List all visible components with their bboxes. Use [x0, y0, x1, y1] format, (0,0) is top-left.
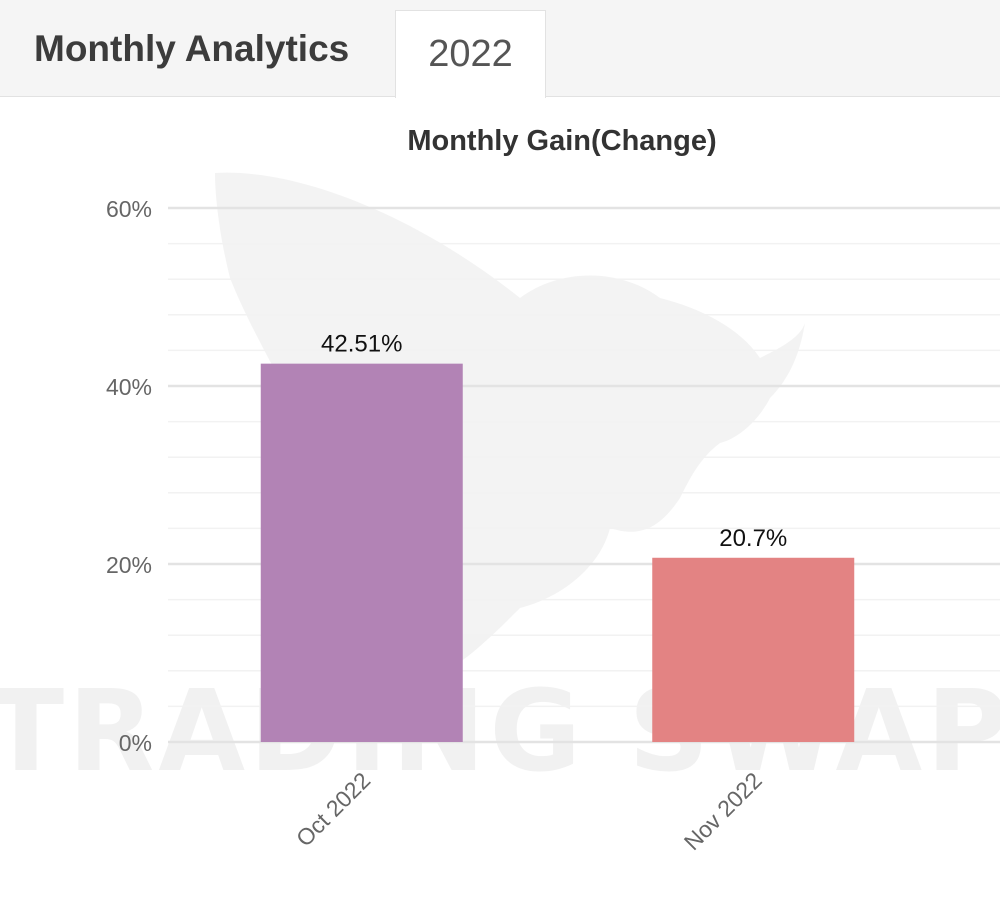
data-label: 42.51%	[321, 331, 402, 358]
chart-area: TRADING SWAP Monthly Gain(Change) 0% 20% 4…	[0, 98, 1000, 900]
y-tick-label: 40%	[106, 374, 152, 400]
data-label: 20.7%	[719, 525, 787, 552]
data-labels: 42.51% 20.7%	[321, 331, 787, 552]
chart-title: Monthly Gain(Change)	[407, 125, 716, 157]
y-tick-label: 20%	[106, 552, 152, 578]
bar[interactable]	[260, 363, 463, 742]
y-axis: 0% 20% 40% 60%	[106, 196, 152, 756]
tab-year-2022[interactable]: 2022	[395, 10, 546, 98]
bars	[260, 363, 855, 742]
tab-bar: Monthly Analytics 2022	[0, 0, 1000, 98]
bar[interactable]	[652, 557, 855, 742]
y-tick-label: 60%	[106, 196, 152, 222]
y-tick-label: 0%	[119, 730, 152, 756]
tab-monthly-analytics[interactable]: Monthly Analytics	[34, 27, 350, 69]
bar-chart: TRADING SWAP Monthly Gain(Change) 0%20%4…	[0, 125, 1000, 855]
